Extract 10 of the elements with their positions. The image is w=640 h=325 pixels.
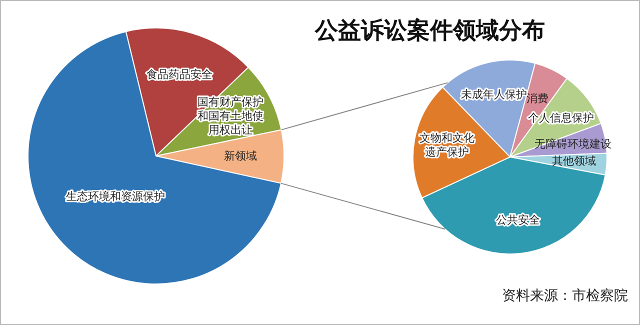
text: 资料来源：市检察院 — [502, 288, 628, 304]
slice-label: 未成年人保护 — [460, 88, 527, 102]
slice-label: 新领域 — [224, 149, 257, 162]
slice-label: 其他领域 — [552, 154, 596, 168]
slice-label: 消费 — [526, 92, 549, 106]
slice-label: 文物和文化遗产保护 — [420, 131, 475, 158]
text: 公益诉讼案件领域分布 — [314, 17, 545, 44]
slice-label: 食品药品安全 — [146, 68, 213, 81]
slice-label: 生态环境和资源保护 — [66, 190, 166, 204]
slice-label: 公共安全 — [496, 214, 540, 227]
